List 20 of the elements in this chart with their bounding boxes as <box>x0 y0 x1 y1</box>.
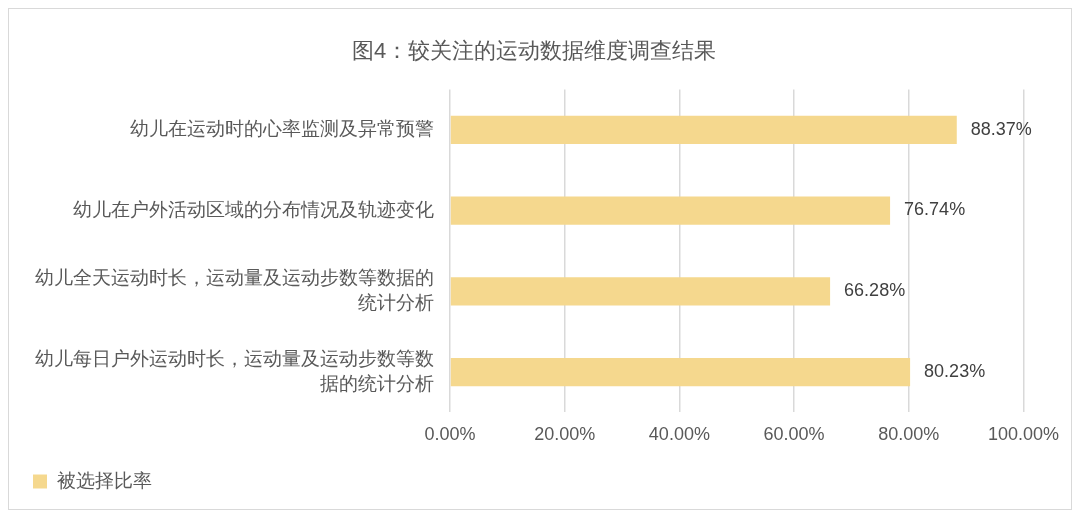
x-tick-label: 0.00% <box>424 424 476 445</box>
bar <box>450 196 891 225</box>
data-label: 88.37% <box>970 118 1032 139</box>
bar <box>450 115 957 144</box>
x-tick-label: 80.00% <box>878 424 940 445</box>
x-tick-label: 20.00% <box>534 424 596 445</box>
bar <box>450 357 911 387</box>
x-tick-label: 40.00% <box>648 424 710 445</box>
data-label: 76.74% <box>904 199 966 220</box>
x-tick-label: 60.00% <box>763 424 825 445</box>
data-label: 80.23% <box>924 360 986 381</box>
x-tick-label: 100.00% <box>987 424 1059 445</box>
y-tick-label: 幼儿在运动时的心率监测及异常预警 <box>130 118 434 140</box>
legend-label: 被选择比率 <box>56 469 152 491</box>
y-tick-label: 幼儿每日户外运动时长，运动量及运动步数等数据的统计分析 <box>35 347 434 394</box>
chart-title: 图4：较关注的运动数据维度调查结果 <box>351 38 717 64</box>
y-tick-label: 幼儿全天运动时长，运动量及运动步数等数据的统计分析 <box>35 267 434 313</box>
bar <box>450 277 831 306</box>
data-label: 66.28% <box>844 280 906 301</box>
y-tick-label: 幼儿在户外活动区域的分布情况及轨迹变化 <box>73 198 434 220</box>
